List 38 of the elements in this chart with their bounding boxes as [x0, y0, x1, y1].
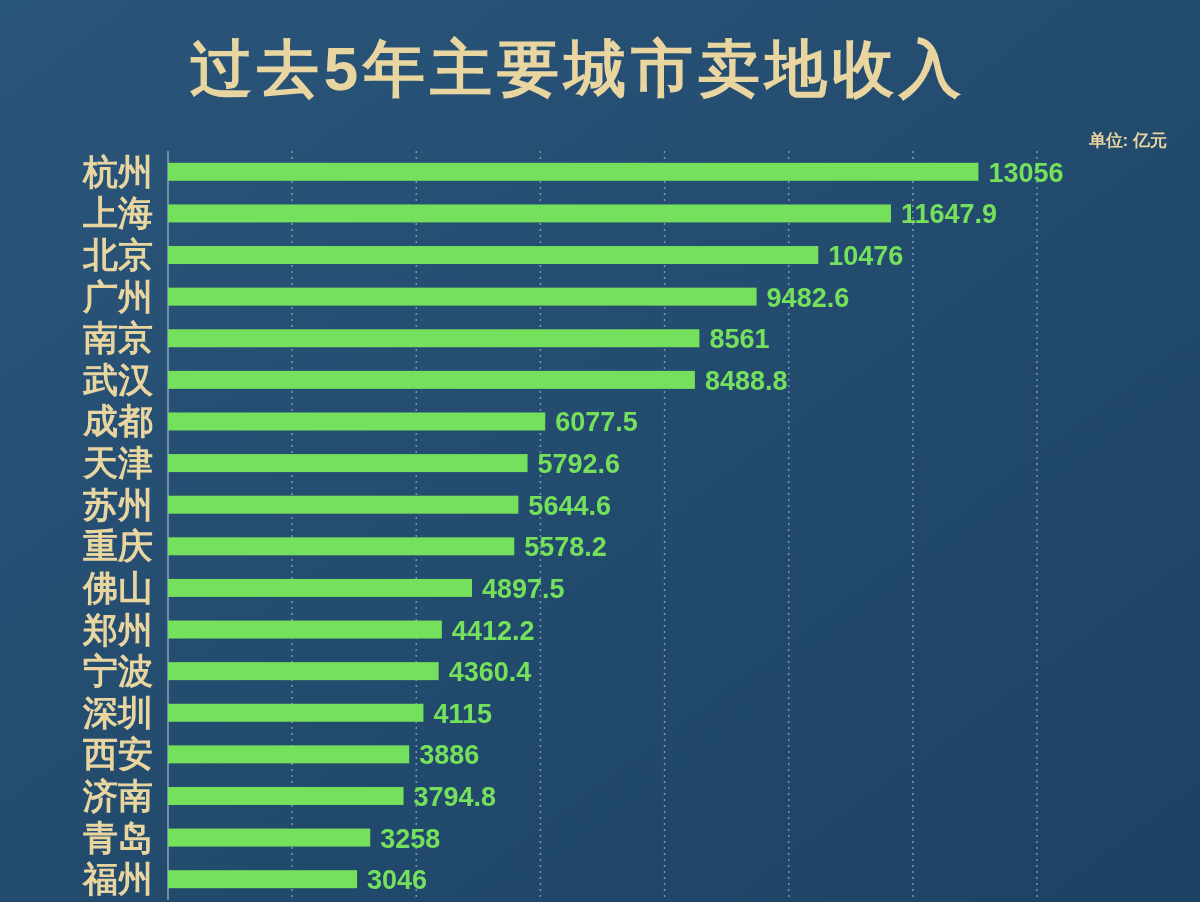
category-label: 西安: [83, 734, 153, 774]
category-label: 北京: [83, 235, 153, 275]
category-label: 广州: [83, 276, 153, 316]
data-label: 5644.6: [528, 490, 611, 521]
data-label: 5792.6: [537, 449, 621, 480]
data-label: 3258: [380, 823, 441, 854]
category-label: 武汉: [83, 359, 153, 399]
data-label: 8488.8: [704, 365, 788, 396]
data-label: 3886: [419, 740, 480, 771]
data-label: 4897.5: [482, 573, 565, 604]
category-label: 上海: [83, 193, 153, 233]
category-label: 杭州: [83, 151, 153, 191]
data-label: 9482.6: [766, 282, 850, 313]
category-label: 深圳: [83, 692, 153, 732]
category-label: 重庆: [83, 526, 153, 566]
category-label: 济南: [83, 775, 153, 815]
annotation: 单位: 亿元: [1088, 131, 1167, 150]
data-label: 8561: [709, 324, 770, 355]
data-label: 3046: [367, 865, 428, 896]
category-label: 天津: [83, 443, 153, 483]
category-label: 福州: [83, 859, 153, 899]
title: 过去5年主要城市卖地收入: [189, 34, 967, 103]
category-label: 郑州: [83, 609, 153, 649]
data-label: 10476: [828, 241, 904, 272]
data-label: 13056: [988, 157, 1064, 188]
category-label: 青岛: [83, 817, 153, 857]
category-label: 成都: [83, 401, 153, 441]
data-label: 4360.4: [448, 657, 532, 688]
data-label: 6077.5: [555, 407, 638, 438]
data-label: 4412.2: [451, 615, 535, 646]
category-label: 南京: [83, 318, 153, 358]
data-label: 4115: [433, 698, 492, 729]
category-label: 佛山: [83, 567, 153, 607]
data-label: 3794.8: [413, 781, 497, 812]
category-label: 苏州: [83, 484, 153, 524]
data-label: 5578.2: [524, 532, 607, 563]
category-label: 宁波: [83, 651, 153, 691]
data-label: 11647.9: [901, 199, 998, 230]
